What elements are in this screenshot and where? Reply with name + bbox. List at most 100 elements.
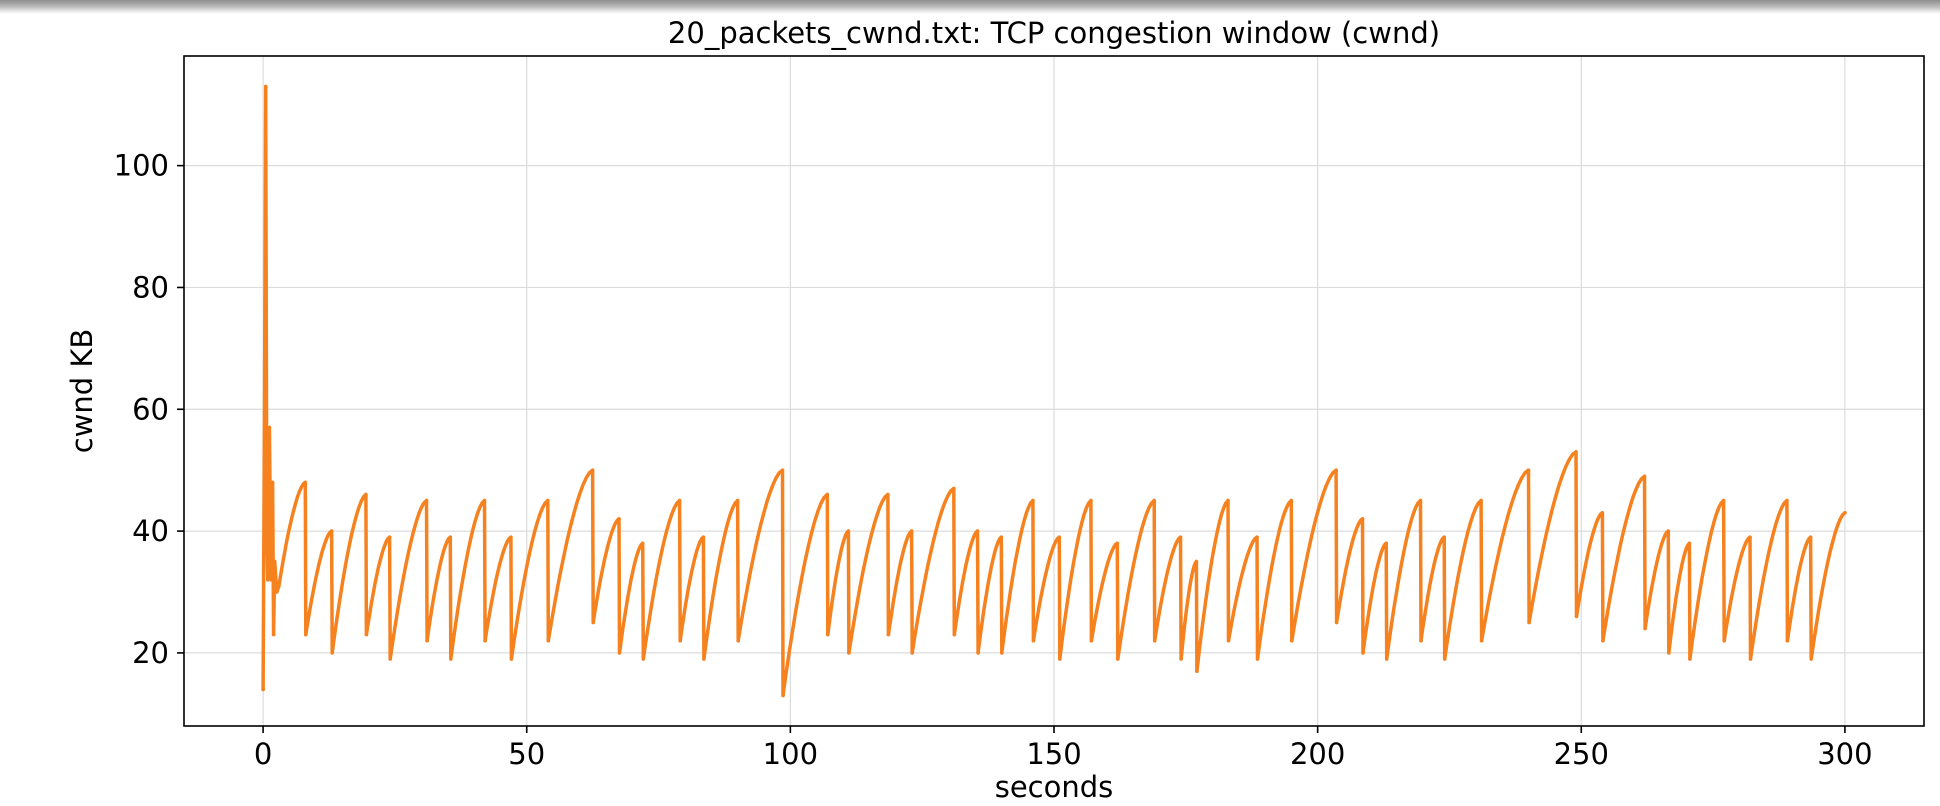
cwnd-data-point bbox=[304, 632, 308, 637]
cwnd-data-point bbox=[388, 657, 393, 661]
cwnd-data-point bbox=[1687, 541, 1692, 546]
cwnd-data-point bbox=[1785, 498, 1789, 503]
x-tick-label: 150 bbox=[1026, 737, 1081, 771]
cwnd-data-point bbox=[999, 535, 1004, 539]
cwnd-data-point bbox=[1289, 498, 1294, 503]
cwnd-data-point bbox=[780, 468, 785, 473]
cwnd-data-point bbox=[702, 657, 706, 661]
cwnd-data-point bbox=[825, 492, 830, 497]
cwnd-data-point bbox=[1721, 498, 1726, 503]
cwnd-data-point bbox=[387, 535, 392, 539]
cwnd-data-point bbox=[1152, 498, 1156, 503]
cwnd-data-point bbox=[1290, 638, 1294, 643]
cwnd-data-point bbox=[509, 657, 514, 661]
cwnd-data-point bbox=[1642, 474, 1647, 479]
cwnd-data-point bbox=[265, 529, 269, 533]
cwnd-data-point bbox=[330, 651, 335, 655]
chart-title: 20_packets_cwnd.txt: TCP congestion wind… bbox=[668, 16, 1440, 50]
cwnd-data-point bbox=[1748, 657, 1753, 661]
cwnd-data-point bbox=[1809, 657, 1813, 661]
cwnd-data-point bbox=[826, 632, 830, 637]
cwnd-data-point bbox=[267, 425, 272, 430]
cwnd-data-point bbox=[701, 535, 706, 539]
cwnd-data-point bbox=[329, 529, 334, 533]
cwnd-data-point bbox=[1116, 657, 1120, 661]
cwnd-data-point bbox=[1442, 657, 1447, 661]
grid bbox=[184, 56, 1924, 726]
cwnd-data-point bbox=[909, 529, 914, 533]
cwnd-series-line bbox=[261, 84, 1847, 698]
cwnd-data-point bbox=[1643, 626, 1647, 631]
cwnd-data-point bbox=[1226, 498, 1230, 503]
x-tick-label: 100 bbox=[763, 737, 818, 771]
cwnd-data-point bbox=[1031, 638, 1036, 643]
cwnd-data-point bbox=[1419, 638, 1423, 643]
cwnd-data-point bbox=[269, 578, 273, 582]
cwnd-data-point bbox=[1526, 468, 1531, 473]
cwnd-data-point bbox=[483, 638, 487, 643]
tick-layer: 0 50 100 150 200 250 300 20 40 60 80 100 bbox=[114, 149, 1873, 771]
cwnd-data-point bbox=[1089, 638, 1094, 643]
cwnd-data-point bbox=[1000, 651, 1004, 655]
cwnd-data-point bbox=[1574, 614, 1579, 619]
cwnd-data-point bbox=[1226, 638, 1231, 643]
x-tick-label: 300 bbox=[1817, 737, 1872, 771]
y-tick-label: 20 bbox=[132, 636, 169, 670]
cwnd-data-point bbox=[617, 651, 622, 655]
cwnd-data-point bbox=[677, 498, 682, 503]
cwnd-data-point bbox=[271, 632, 276, 637]
cwnd-data-point bbox=[678, 638, 682, 643]
cwnd-data-point bbox=[263, 84, 268, 89]
window-top-shadow bbox=[0, 0, 1940, 14]
cwnd-data-point bbox=[1384, 541, 1388, 546]
cwnd-data-point bbox=[546, 498, 550, 503]
cwnd-data-point bbox=[1384, 657, 1389, 661]
cwnd-data-point bbox=[1334, 620, 1339, 625]
cwnd-data-point bbox=[846, 529, 851, 533]
cwnd-data-point bbox=[1178, 535, 1183, 539]
cwnd-data-point bbox=[886, 632, 891, 637]
cwnd-data-point bbox=[1600, 511, 1605, 515]
cwnd-data-point bbox=[1527, 620, 1531, 625]
cwnd-data-point bbox=[364, 632, 369, 637]
cwnd-data-point bbox=[1688, 657, 1692, 661]
cwnd-data-point bbox=[424, 498, 429, 503]
cwnd-data-point bbox=[640, 541, 645, 546]
cwnd-data-point bbox=[275, 590, 279, 594]
cwnd-data-point bbox=[1152, 638, 1157, 643]
cwnd-data-point bbox=[1361, 651, 1365, 655]
cwnd-data-point bbox=[847, 651, 851, 655]
cwnd-data-point bbox=[886, 492, 890, 497]
cwnd-data-point bbox=[976, 651, 980, 655]
cwnd-data-point bbox=[1195, 669, 1199, 673]
y-tick-label: 60 bbox=[132, 392, 169, 426]
cwnd-data-point bbox=[975, 529, 980, 533]
cwnd-data-point bbox=[1115, 541, 1120, 546]
cwnd-data-point bbox=[1418, 498, 1423, 503]
y-tick-label: 40 bbox=[132, 514, 169, 548]
cwnd-data-point bbox=[270, 480, 275, 485]
cwnd-data-point bbox=[1843, 511, 1847, 515]
cwnd-data-point bbox=[1442, 535, 1446, 539]
cwnd-data-point bbox=[1666, 529, 1671, 533]
x-tick-label: 50 bbox=[508, 737, 545, 771]
cwnd-data-point bbox=[448, 535, 453, 539]
cwnd-data-point bbox=[266, 578, 270, 582]
cwnd-data-point bbox=[736, 638, 740, 643]
cwnd-data-point bbox=[1574, 450, 1578, 454]
cwnd-data-point bbox=[617, 517, 621, 521]
cwnd-data-point bbox=[1334, 468, 1338, 473]
cwnd-data-point bbox=[1089, 498, 1093, 503]
y-axis-label: cwnd KB bbox=[65, 329, 99, 454]
cwnd-data-point bbox=[952, 486, 956, 491]
cwnd-data-point bbox=[272, 559, 277, 564]
cwnd-data-point bbox=[1255, 657, 1260, 661]
cwnd-data-point bbox=[1722, 638, 1726, 643]
y-tick-label: 80 bbox=[132, 270, 169, 304]
cwnd-data-point bbox=[1808, 535, 1813, 539]
cwnd-data-point bbox=[1031, 498, 1035, 503]
cwnd-data-point bbox=[910, 651, 914, 655]
x-tick-label: 0 bbox=[254, 737, 272, 771]
y-tick-label: 100 bbox=[114, 149, 169, 183]
